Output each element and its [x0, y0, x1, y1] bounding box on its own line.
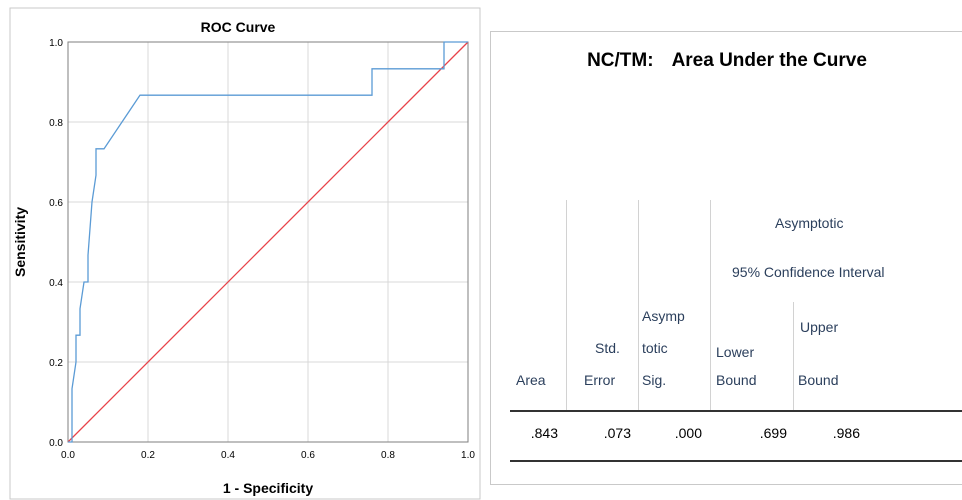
chart-outer-border	[9, 7, 481, 500]
x-tick-label: 0.2	[141, 450, 155, 461]
header-std-line2: Error	[584, 372, 616, 388]
header-sig-line3: Sig.	[642, 372, 667, 388]
roc-curve-line	[68, 41, 468, 443]
header-asymptotic: Asymptotic	[775, 215, 844, 231]
cell-lower-bound: .699	[759, 425, 787, 441]
x-tick-label: 1.0	[461, 450, 475, 461]
cell-upper-bound: .986	[832, 425, 860, 441]
header-sig-line2: totic	[642, 340, 668, 356]
roc-chart-panel: ROC Curve 0.0 0.2 0.4 0.6 0.8 1.0 0.0 0.2 0.4 0.6…	[9, 7, 481, 500]
header-area: Area	[516, 372, 546, 388]
header-lower-line2: Bound	[716, 372, 757, 388]
x-tick-label: 0.0	[61, 450, 75, 461]
bottom-rule	[510, 460, 962, 462]
cell-sig: .000	[674, 425, 702, 441]
column-divider	[638, 200, 639, 410]
y-tick-label: 0.8	[49, 118, 63, 129]
header-upper-line2: Bound	[798, 372, 839, 388]
header-sig-line1: Asymp	[642, 308, 685, 324]
chart-title: ROC Curve	[201, 19, 276, 35]
y-tick-label: 0.0	[49, 438, 63, 449]
header-confidence-interval: 95% Confidence Interval	[732, 264, 885, 280]
header-std-line1: Std.	[595, 340, 620, 356]
x-tick-label: 0.4	[221, 450, 235, 461]
column-divider	[793, 302, 794, 410]
cell-std-error: .073	[603, 425, 631, 441]
header-upper-line1: Upper	[800, 319, 839, 335]
y-tick-label: 0.4	[49, 278, 63, 289]
reference-diagonal-line	[67, 41, 469, 443]
auc-title-main: Area Under the Curve	[671, 50, 867, 71]
cell-area: .843	[530, 425, 558, 441]
x-axis-label: 1 - Specificity	[223, 480, 313, 496]
y-tick-label: 0.6	[49, 198, 63, 209]
axis-ticks: 0.0 0.2 0.4 0.6 0.8 1.0 0.0 0.2 0.4 0.6 0.8 1.0	[49, 38, 475, 461]
y-axis-label: Sensitivity	[12, 207, 28, 277]
y-tick-label: 1.0	[49, 38, 63, 49]
header-rule	[510, 410, 962, 412]
column-divider	[566, 200, 567, 410]
plot-area-border	[67, 41, 469, 443]
auc-table-title: NC/TM: Area Under the Curve	[491, 50, 962, 72]
roc-chart: ROC Curve 0.0 0.2 0.4 0.6 0.8 1.0 0.0 0.2 0.4 0.6…	[9, 7, 481, 500]
x-tick-label: 0.8	[381, 450, 395, 461]
x-tick-label: 0.6	[301, 450, 315, 461]
y-tick-label: 0.2	[49, 358, 63, 369]
column-divider	[710, 200, 711, 410]
auc-table-panel: NC/TM: Area Under the Curve Asymptotic 95…	[490, 31, 962, 485]
auc-title-prefix: NC/TM:	[587, 50, 654, 71]
series-lines	[67, 41, 469, 443]
header-lower-line1: Lower	[716, 344, 755, 360]
